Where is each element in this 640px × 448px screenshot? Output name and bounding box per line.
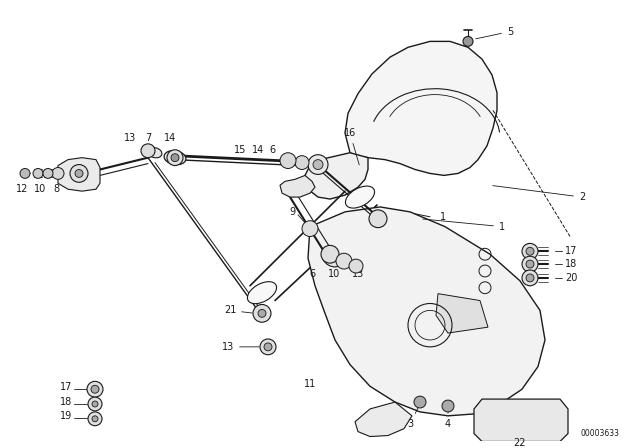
Circle shape xyxy=(92,416,98,422)
Circle shape xyxy=(88,397,102,411)
Circle shape xyxy=(75,169,83,177)
Text: 17: 17 xyxy=(60,382,72,392)
Polygon shape xyxy=(305,153,368,199)
Circle shape xyxy=(264,343,272,351)
Text: 12: 12 xyxy=(16,184,28,194)
Polygon shape xyxy=(474,399,568,441)
Text: 3: 3 xyxy=(407,406,419,429)
Polygon shape xyxy=(280,176,315,197)
Circle shape xyxy=(321,246,339,263)
Text: 20: 20 xyxy=(565,273,577,283)
Circle shape xyxy=(308,155,328,174)
Text: 6: 6 xyxy=(269,145,275,155)
Circle shape xyxy=(253,305,271,322)
Text: 10: 10 xyxy=(328,269,340,279)
Polygon shape xyxy=(345,41,497,176)
Text: 1: 1 xyxy=(423,219,505,232)
Circle shape xyxy=(88,412,102,426)
Text: 5: 5 xyxy=(476,26,513,39)
Text: 11: 11 xyxy=(304,379,316,389)
Text: 16: 16 xyxy=(344,128,359,165)
Text: 17: 17 xyxy=(565,246,577,256)
Polygon shape xyxy=(436,293,488,333)
Circle shape xyxy=(52,168,64,179)
Circle shape xyxy=(522,243,538,259)
Text: 19: 19 xyxy=(60,411,72,421)
Circle shape xyxy=(92,401,98,407)
Circle shape xyxy=(20,168,30,178)
Text: 7: 7 xyxy=(145,133,151,143)
Text: 18: 18 xyxy=(565,259,577,269)
Circle shape xyxy=(33,168,43,178)
Circle shape xyxy=(260,339,276,355)
Text: 9: 9 xyxy=(290,207,296,217)
Text: 21: 21 xyxy=(224,306,252,315)
Text: 2: 2 xyxy=(493,185,585,202)
Circle shape xyxy=(313,159,323,169)
Circle shape xyxy=(295,156,309,169)
Text: 18: 18 xyxy=(60,397,72,407)
Circle shape xyxy=(522,256,538,272)
Circle shape xyxy=(463,36,473,46)
Circle shape xyxy=(91,385,99,393)
Text: 15: 15 xyxy=(234,145,246,155)
Ellipse shape xyxy=(323,251,341,267)
Text: 10: 10 xyxy=(34,184,46,194)
Polygon shape xyxy=(308,207,545,416)
Circle shape xyxy=(522,270,538,286)
Circle shape xyxy=(141,144,155,158)
Circle shape xyxy=(526,260,534,268)
Text: 00003633: 00003633 xyxy=(580,429,620,438)
Circle shape xyxy=(70,164,88,182)
Text: 13: 13 xyxy=(124,133,136,143)
Circle shape xyxy=(526,247,534,255)
Text: 4: 4 xyxy=(445,412,451,429)
Circle shape xyxy=(414,396,426,408)
Ellipse shape xyxy=(248,282,276,304)
Text: 6: 6 xyxy=(310,269,316,279)
Circle shape xyxy=(171,154,179,162)
Circle shape xyxy=(369,210,387,228)
Polygon shape xyxy=(58,158,100,191)
Text: 14: 14 xyxy=(164,133,176,143)
Ellipse shape xyxy=(148,148,162,158)
Circle shape xyxy=(442,400,454,412)
Text: 13: 13 xyxy=(222,342,259,352)
Text: 1: 1 xyxy=(440,212,446,222)
Polygon shape xyxy=(355,402,412,436)
Circle shape xyxy=(349,259,363,273)
Circle shape xyxy=(526,274,534,282)
Text: 22: 22 xyxy=(514,439,526,448)
Circle shape xyxy=(87,381,103,397)
Circle shape xyxy=(302,221,318,237)
Text: 8: 8 xyxy=(53,184,59,194)
Circle shape xyxy=(43,168,53,178)
Text: 13: 13 xyxy=(352,269,364,279)
Ellipse shape xyxy=(346,186,374,208)
Circle shape xyxy=(336,253,352,269)
Ellipse shape xyxy=(164,151,186,165)
Circle shape xyxy=(167,150,183,166)
Text: 14: 14 xyxy=(252,145,264,155)
Circle shape xyxy=(280,153,296,168)
Circle shape xyxy=(258,310,266,317)
